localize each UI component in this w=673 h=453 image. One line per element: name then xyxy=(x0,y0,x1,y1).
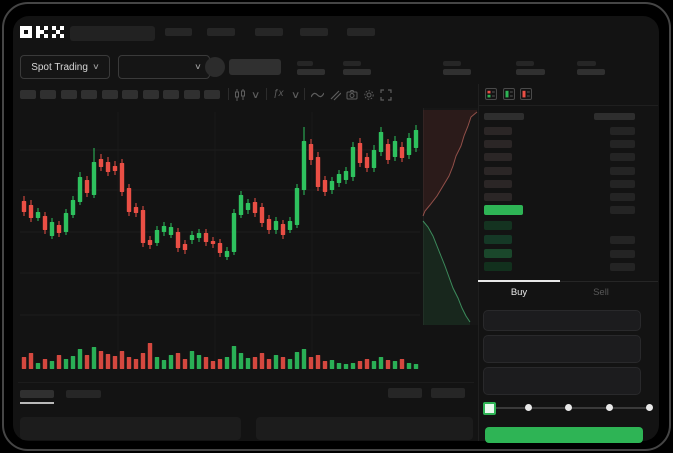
okx-logo[interactable] xyxy=(20,26,65,39)
toolbar-divider xyxy=(266,88,267,100)
ask-price[interactable] xyxy=(484,180,512,188)
bottom-tab-active[interactable] xyxy=(20,390,54,398)
timeframe-button[interactable] xyxy=(81,90,97,99)
timeframe-button[interactable] xyxy=(204,90,220,99)
chevron-down-icon: ∨ xyxy=(92,62,100,71)
nav-item[interactable] xyxy=(207,28,235,36)
ask-amount xyxy=(610,127,635,135)
ticker-stat-value xyxy=(343,69,371,75)
bottom-action-button[interactable] xyxy=(388,388,422,398)
ask-amount xyxy=(610,180,635,188)
panel-divider xyxy=(478,84,479,441)
orderbook-amount-header xyxy=(594,113,635,120)
coin-icon xyxy=(205,57,225,77)
slider-stop[interactable] xyxy=(525,404,532,411)
nav-item[interactable] xyxy=(347,28,375,36)
ask-amount xyxy=(610,167,635,175)
timeframe-button[interactable] xyxy=(143,90,159,99)
chevron-down-icon: ∨ xyxy=(194,62,202,71)
bid-price[interactable] xyxy=(484,235,512,244)
price-input[interactable] xyxy=(483,310,641,331)
ask-price[interactable] xyxy=(484,193,512,201)
ticker-stat-value xyxy=(577,69,605,75)
orderbook-view-asks-icon[interactable] xyxy=(520,88,532,100)
nav-item[interactable] xyxy=(300,28,328,36)
orderbook-view-combined-icon[interactable] xyxy=(485,88,497,100)
ticker-stat-label xyxy=(443,61,461,66)
bid-amount xyxy=(610,263,635,271)
ask-amount xyxy=(610,193,635,201)
timeframe-button[interactable] xyxy=(184,90,200,99)
slider-stop[interactable] xyxy=(606,404,613,411)
ask-price[interactable] xyxy=(484,167,512,175)
slider-stop[interactable] xyxy=(565,404,572,411)
total-input[interactable] xyxy=(483,367,641,395)
bid-amount xyxy=(610,206,635,214)
fullscreen-icon[interactable] xyxy=(380,89,392,101)
chevron-down-icon[interactable]: ∨ xyxy=(250,90,261,101)
market-type-label: Spot Trading xyxy=(31,61,88,73)
ticker-stat-value xyxy=(443,69,471,75)
buy-tab-underline xyxy=(478,280,560,282)
amount-input[interactable] xyxy=(483,335,641,363)
ticker-stat-label xyxy=(577,61,596,66)
pair-dropdown[interactable]: ∨ xyxy=(118,55,210,79)
timeframe-button[interactable] xyxy=(163,90,179,99)
bottom-panel xyxy=(256,417,473,440)
chevron-down-icon[interactable]: ∨ xyxy=(290,90,301,101)
search-bar[interactable] xyxy=(70,26,155,41)
section-divider xyxy=(18,382,474,383)
ticker-stat-label xyxy=(343,61,361,66)
orderbook-view-bids-icon[interactable] xyxy=(503,88,515,100)
timeframe-button[interactable] xyxy=(20,90,36,99)
ask-amount xyxy=(610,153,635,161)
bottom-action-button[interactable] xyxy=(431,388,465,398)
ticker-stat-label xyxy=(297,61,313,66)
ticker-stat-label xyxy=(516,61,534,66)
bottom-tab[interactable] xyxy=(66,390,101,398)
bid-price[interactable] xyxy=(484,262,512,271)
candlestick-chart[interactable] xyxy=(18,108,480,378)
slider-handle[interactable] xyxy=(483,402,496,415)
measure-icon[interactable] xyxy=(329,89,341,101)
nav-item[interactable] xyxy=(255,28,283,36)
camera-icon[interactable] xyxy=(346,89,358,101)
toolbar-divider xyxy=(228,88,229,100)
active-tab-underline xyxy=(20,402,54,404)
indicators-icon[interactable]: ƒx xyxy=(273,88,284,99)
bottom-panel xyxy=(20,417,241,440)
timeframe-button[interactable] xyxy=(61,90,77,99)
tabs-divider xyxy=(479,281,658,282)
ticker-stat-value xyxy=(516,69,545,75)
market-type-dropdown[interactable]: Spot Trading ∨ xyxy=(20,55,110,79)
tab-buy[interactable]: Buy xyxy=(510,287,528,298)
ask-price[interactable] xyxy=(484,140,512,148)
tab-sell[interactable]: Sell xyxy=(593,287,609,298)
bid-price[interactable] xyxy=(484,249,512,258)
ask-price[interactable] xyxy=(484,127,512,135)
bid-price[interactable] xyxy=(484,221,512,230)
nav-item[interactable] xyxy=(165,28,192,36)
depth-chart-panel xyxy=(423,108,479,325)
buy-submit-button[interactable] xyxy=(485,427,643,443)
orderbook-price-header xyxy=(484,113,524,120)
ask-amount xyxy=(610,140,635,148)
bid-amount xyxy=(610,250,635,258)
line-tool-icon[interactable] xyxy=(311,90,324,100)
timeframe-button[interactable] xyxy=(102,90,118,99)
pair-name-placeholder xyxy=(229,59,281,75)
candle-style-icon[interactable] xyxy=(234,89,246,101)
timeframe-button[interactable] xyxy=(40,90,56,99)
settings-gear-icon[interactable] xyxy=(363,89,375,101)
ticker-stat-value xyxy=(297,69,325,75)
bid-amount xyxy=(610,236,635,244)
last-price-badge[interactable] xyxy=(484,205,523,215)
toolbar-divider xyxy=(304,88,305,100)
timeframe-button[interactable] xyxy=(122,90,138,99)
slider-stop[interactable] xyxy=(646,404,653,411)
ask-price[interactable] xyxy=(484,153,512,161)
panel-divider xyxy=(479,105,658,106)
